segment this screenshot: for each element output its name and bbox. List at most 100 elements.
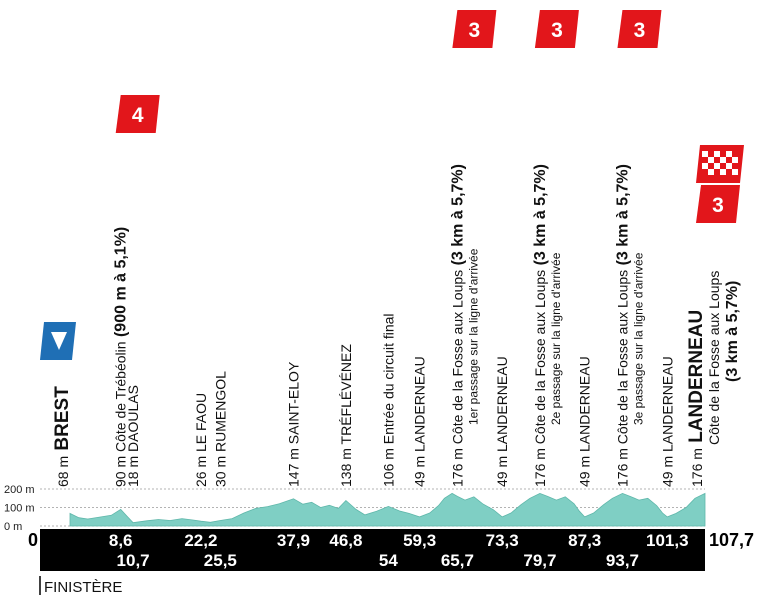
waypoint-label-part: (900 m à 5,1%) bbox=[113, 227, 130, 342]
checker-square bbox=[714, 163, 720, 169]
finish-flag-icon bbox=[696, 145, 744, 183]
finish-climb-detail: (3 km à 5,7%) bbox=[724, 281, 741, 382]
climb-badge-shape bbox=[696, 185, 740, 223]
y-tick-label: 100 m bbox=[4, 503, 35, 515]
x-tick-top: 22,2 bbox=[184, 531, 217, 550]
waypoint-label-part: 49 m bbox=[577, 456, 593, 487]
waypoint-label-part: LANDERNEAU bbox=[494, 356, 510, 456]
waypoint-label: 30 m RUMENGOL bbox=[212, 371, 228, 487]
checker-square bbox=[708, 169, 714, 175]
waypoint-label-part: LE FAOU bbox=[193, 393, 209, 456]
checker-square bbox=[714, 151, 720, 157]
waypoint-label: 176 m Côte de la Fosse aux Loups (3 km à… bbox=[614, 164, 631, 487]
climb-category-label: 3 bbox=[469, 19, 481, 42]
x-tick-bottom: 65,7 bbox=[441, 551, 474, 570]
waypoint-label-part: 49 m bbox=[659, 456, 675, 487]
climb-badge-shape bbox=[534, 10, 579, 48]
waypoint-label: 18 m DAOULAS bbox=[125, 385, 141, 487]
waypoint-label-part: LANDERNEAU bbox=[659, 356, 675, 456]
waypoint-label-part: (3 km à 5,7%) bbox=[532, 164, 549, 270]
waypoint-label: 90 m Côte de Trébéolin (900 m à 5,1%) bbox=[113, 227, 130, 487]
climb-category-badge: 3 bbox=[534, 10, 579, 48]
waypoint-label-part: 26 m bbox=[193, 456, 209, 487]
checker-square bbox=[720, 169, 726, 175]
x-tick-bottom: 79,7 bbox=[523, 551, 556, 570]
waypoint-label: 49 m LANDERNEAU bbox=[494, 356, 510, 487]
distance-bar-background bbox=[40, 529, 705, 571]
climb-badge-shape bbox=[115, 95, 160, 133]
x-tick-start: 0 bbox=[28, 530, 38, 550]
waypoint-labels: 68 m BREST 90 m Côte de Trébéolin (900 m … bbox=[52, 164, 741, 487]
passage-note: 1er passage sur la ligne d'arrivée bbox=[466, 248, 480, 425]
waypoint-label-part: Côte de la Fosse aux Loups bbox=[449, 270, 465, 448]
x-tick-top: 37,9 bbox=[277, 531, 310, 550]
x-tick-top: 46,8 bbox=[329, 531, 362, 550]
waypoint-label: 176 m Côte de la Fosse aux Loups (3 km à… bbox=[532, 164, 549, 487]
finish-climb-label: Côte de la Fosse aux Loups bbox=[706, 271, 722, 445]
climb-category-label: 3 bbox=[551, 19, 563, 42]
climb-category-label: 4 bbox=[132, 104, 144, 127]
x-tick-bottom: 93,7 bbox=[606, 551, 639, 570]
waypoint-label-part: LANDERNEAU bbox=[412, 356, 428, 456]
checker-square bbox=[732, 157, 738, 163]
x-tick-top: 8,6 bbox=[109, 531, 133, 550]
waypoint-label: 106 m Entrée du circuit final bbox=[380, 313, 396, 487]
climb-category-label: 3 bbox=[712, 194, 724, 217]
climb-badge-shape bbox=[452, 10, 497, 48]
waypoint-label-part: Côte de la Fosse aux Loups bbox=[532, 270, 548, 448]
checker-square bbox=[708, 157, 714, 163]
start-label-part: BREST bbox=[52, 386, 73, 456]
waypoint-label: 176 m Côte de la Fosse aux Loups (3 km à… bbox=[449, 164, 466, 487]
climb-category-badge: 3 bbox=[617, 10, 662, 48]
x-tick-top: 59,3 bbox=[403, 531, 436, 550]
climb-badge-shape bbox=[617, 10, 662, 48]
waypoint-label-part: 90 m bbox=[113, 456, 129, 487]
x-tick-bottom: 10,7 bbox=[117, 551, 150, 570]
checker-square bbox=[726, 151, 732, 157]
waypoint-label-part: Côte de la Fosse aux Loups bbox=[614, 270, 630, 448]
waypoint-label-part: DAOULAS bbox=[125, 385, 141, 456]
start-label-part: 68 m bbox=[55, 456, 71, 487]
waypoint-label-part: TRÉFLÉVÉNEZ bbox=[338, 344, 354, 448]
climb-badges: 4 3 3 3 3 bbox=[40, 10, 744, 360]
checker-square bbox=[702, 151, 708, 157]
start-arrow-icon bbox=[40, 322, 76, 360]
waypoint-label-part: RUMENGOL bbox=[212, 371, 228, 456]
waypoint-label-part: 176 m bbox=[614, 448, 630, 487]
footer: FINISTÈRE bbox=[39, 576, 122, 596]
department-label: FINISTÈRE bbox=[44, 579, 122, 596]
waypoint-label-part: 49 m bbox=[412, 456, 428, 487]
y-tick-label: 0 m bbox=[4, 521, 22, 533]
waypoint-label-part: 176 m bbox=[532, 448, 548, 487]
waypoint-label-part: 138 m bbox=[338, 448, 354, 487]
waypoint-label: 138 m TRÉFLÉVÉNEZ bbox=[338, 344, 354, 487]
checker-square bbox=[732, 169, 738, 175]
climb-category-badge: 3 bbox=[696, 185, 740, 223]
x-tick-bottom: 25,5 bbox=[204, 551, 237, 570]
waypoint-label-part: Côte de Trébéolin bbox=[113, 341, 129, 455]
waypoint-label-part: 30 m bbox=[212, 456, 228, 487]
waypoint-label-part: (3 km à 5,7%) bbox=[449, 164, 466, 270]
waypoint-label-part: Entrée du circuit final bbox=[380, 313, 396, 448]
waypoint-label-part: LANDERNEAU bbox=[577, 356, 593, 456]
x-tick-top: 101,3 bbox=[646, 531, 689, 550]
checker-square bbox=[720, 157, 726, 163]
waypoint-label-part: 106 m bbox=[380, 448, 396, 487]
climb-category-badge: 3 bbox=[452, 10, 497, 48]
finish-label-part: LANDERNEAU bbox=[686, 310, 707, 448]
distance-bar: 0 8,6 22,2 37,9 46,8 59,3 73,3 87,3 101,3 107,7 10… bbox=[28, 529, 754, 571]
waypoint-label: 49 m LANDERNEAU bbox=[412, 356, 428, 487]
x-tick-bottom: 54 bbox=[379, 551, 398, 570]
waypoint-label-part: SAINT-ELOY bbox=[285, 361, 301, 448]
passage-note: 3e passage sur la ligne d'arrivée bbox=[631, 252, 645, 425]
waypoint-label-part: (3 km à 5,7%) bbox=[614, 164, 631, 270]
passage-note: 2e passage sur la ligne d'arrivée bbox=[549, 252, 563, 425]
profile-area bbox=[69, 492, 706, 527]
start-arrow-shape bbox=[51, 332, 67, 350]
start-label: 68 m BREST bbox=[52, 386, 73, 487]
waypoint-label-part: 147 m bbox=[285, 448, 301, 487]
y-tick-label: 200 m bbox=[4, 484, 35, 496]
profile-fill bbox=[69, 492, 706, 527]
waypoint-label-part: 176 m bbox=[449, 448, 465, 487]
x-tick-top: 87,3 bbox=[568, 531, 601, 550]
